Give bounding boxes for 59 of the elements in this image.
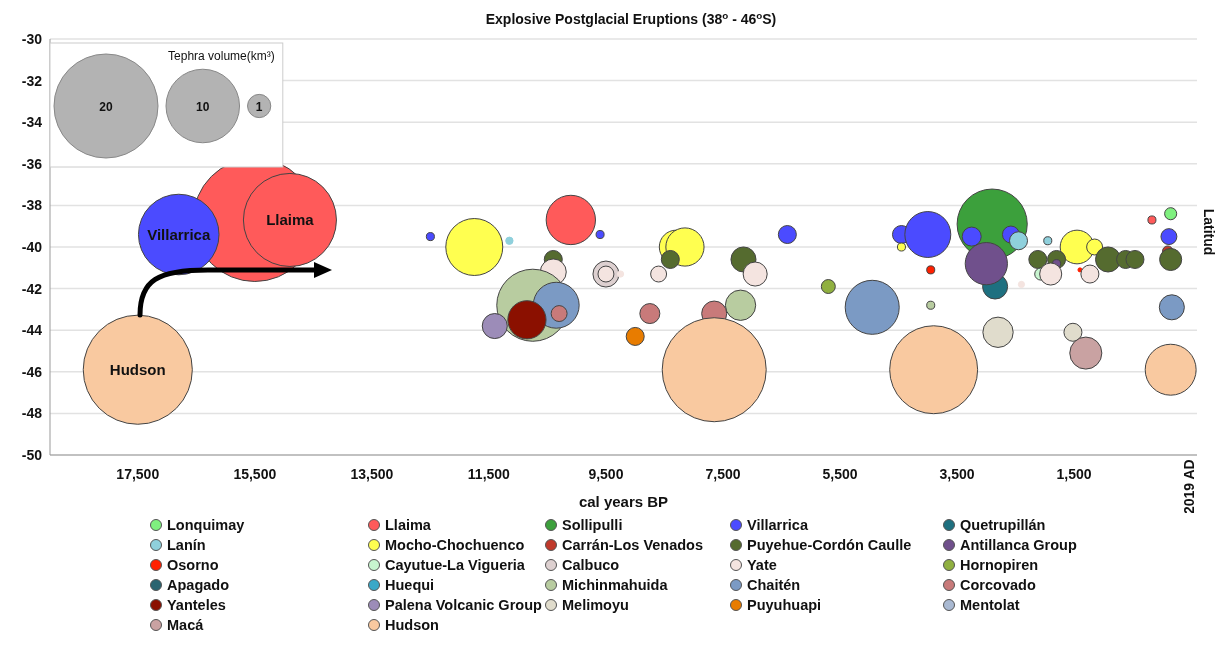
legend-label: Macá <box>167 617 204 633</box>
y-tick-label: -36 <box>21 155 43 172</box>
legend-label: Huequi <box>385 577 435 593</box>
legend-label: Osorno <box>167 557 219 573</box>
legend-label: Yate <box>747 557 777 573</box>
x-tick-label: 3,500 <box>939 466 975 482</box>
x-axis-title: cal years BP <box>578 493 669 510</box>
annotation: Villarrica <box>147 225 211 243</box>
legend-label: 10 <box>196 100 210 114</box>
y-tick-label: -42 <box>21 280 43 297</box>
x-tick-label: 11,500 <box>467 466 511 482</box>
x-tick-label: 1,500 <box>1056 466 1092 482</box>
y-tick-label: -38 <box>21 197 43 214</box>
x-tick-label: 15,500 <box>233 466 277 482</box>
legend-label: 20 <box>99 100 113 114</box>
annotation: Llaima <box>266 211 315 229</box>
y-tick-label: -30 <box>21 30 43 47</box>
y-tick-label: -50 <box>21 446 43 463</box>
y-axis-title: Latitud <box>1201 208 1217 256</box>
chart-title: Explosive Postglacial Eruptions (38$^{o}$ - 46$^{o}$S) <box>485 9 777 27</box>
legend-label: Lanín <box>167 537 206 553</box>
legend-label: Palena Volcanic Group <box>385 597 542 613</box>
legend-label: Cayutue-La Vigueria <box>385 557 525 573</box>
legend-label: Sollipulli <box>562 517 623 533</box>
legend-label: Hornopiren <box>960 557 1039 573</box>
legend-label: Chaitén <box>747 577 801 593</box>
legend-label: Mentolat <box>960 597 1020 613</box>
legend-label: Calbuco <box>562 557 620 573</box>
legend-label: Melimoyu <box>562 597 629 613</box>
legend-label: Mocho-Chochuenco <box>385 537 525 553</box>
legend-label: Puyehue-Cordón Caulle <box>747 537 912 553</box>
x-tick-label: 9,500 <box>588 466 624 482</box>
annotation: Hudson <box>109 361 166 379</box>
legend-label: Llaima <box>385 517 431 533</box>
legend-label: Quetrupillán <box>960 517 1046 533</box>
x-tick-label: 13,500 <box>350 466 394 482</box>
text: 2019 AD <box>1181 459 1197 514</box>
x-tick-label: 5,500 <box>822 466 858 482</box>
y-tick-label: -40 <box>21 238 43 255</box>
y-tick-label: -46 <box>21 363 43 380</box>
legend-label: Yanteles <box>167 597 226 613</box>
x-tick-label: 7,500 <box>705 466 741 482</box>
legend-label: Michinmahuida <box>562 577 668 593</box>
legend-label: Apagado <box>167 577 230 593</box>
legend-label: 1 <box>255 100 263 114</box>
x-tick-label: 17,500 <box>116 466 160 482</box>
legend-label: Corcovado <box>960 577 1036 593</box>
legend-title: Tephra volume(km³) <box>168 49 275 63</box>
legend-label: Villarrica <box>747 517 809 533</box>
y-tick-label: -34 <box>21 114 43 131</box>
y-tick-label: -32 <box>21 72 43 89</box>
legend-label: Hudson <box>385 617 439 633</box>
legend-label: Antillanca Group <box>960 537 1077 553</box>
y-tick-label: -44 <box>21 322 43 339</box>
legend-label: Lonquimay <box>167 517 245 533</box>
legend-label: Puyuhuapi <box>747 597 822 613</box>
y-tick-label: -48 <box>21 405 43 422</box>
size-key: 20 10 1 Tephra volume(km³) <box>49 42 284 168</box>
legend-label: Carrán-Los Venados <box>562 537 704 553</box>
